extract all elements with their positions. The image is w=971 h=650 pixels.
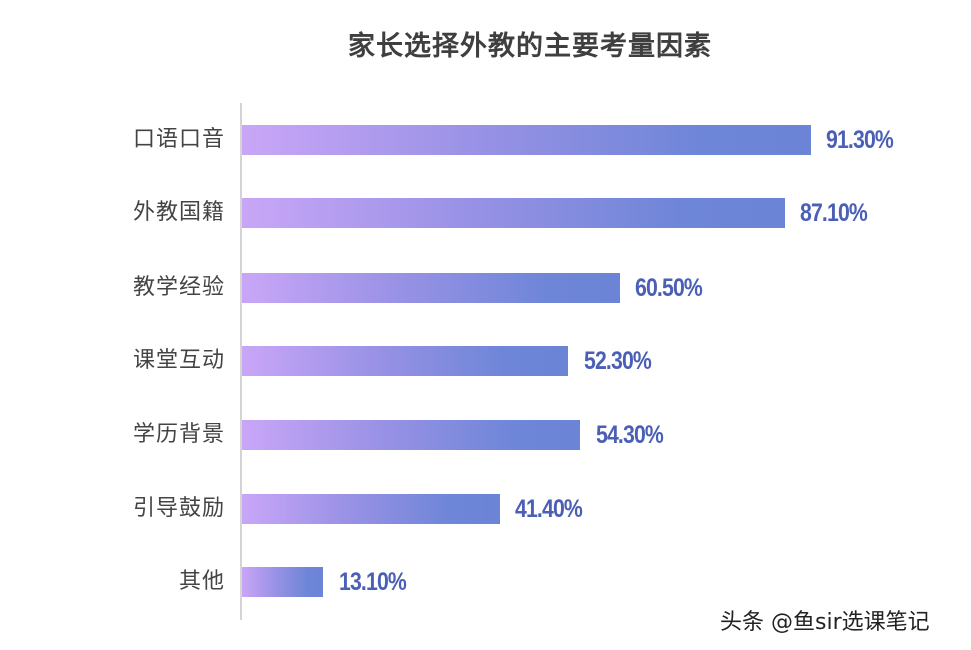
value-label: 41.40% [515, 495, 583, 523]
category-label: 外教国籍 [132, 200, 225, 225]
bar-row: 其他 13.10% [0, 567, 971, 597]
y-axis-line [240, 103, 242, 620]
category-label: 学历背景 [132, 422, 225, 447]
bar-row: 学历背景 54.30% [0, 420, 971, 450]
value-label: 54.30% [596, 421, 664, 449]
watermark: 头条 @鱼sir选课笔记 [720, 610, 930, 635]
bar-row: 课堂互动 52.30% [0, 346, 971, 376]
bar [242, 198, 785, 228]
bar-row: 教学经验 60.50% [0, 273, 971, 303]
bar [242, 494, 500, 524]
bar-row: 引导鼓励 41.40% [0, 494, 971, 524]
category-label: 教学经验 [132, 275, 225, 300]
bar [242, 346, 568, 376]
value-label: 13.10% [339, 568, 407, 596]
category-label: 其他 [178, 569, 225, 594]
category-label: 口语口音 [132, 127, 225, 152]
value-label: 87.10% [800, 199, 868, 227]
bar [242, 420, 580, 450]
value-label: 52.30% [584, 347, 652, 375]
bar-row: 口语口音 91.30% [0, 125, 971, 155]
category-label: 引导鼓励 [132, 496, 225, 521]
category-label: 课堂互动 [132, 348, 225, 373]
bar [242, 273, 620, 303]
bar [242, 125, 811, 155]
value-label: 91.30% [826, 126, 894, 154]
chart-title: 家长选择外教的主要考量因素 [348, 31, 712, 62]
bar [242, 567, 323, 597]
bar-row: 外教国籍 87.10% [0, 198, 971, 228]
value-label: 60.50% [635, 274, 703, 302]
